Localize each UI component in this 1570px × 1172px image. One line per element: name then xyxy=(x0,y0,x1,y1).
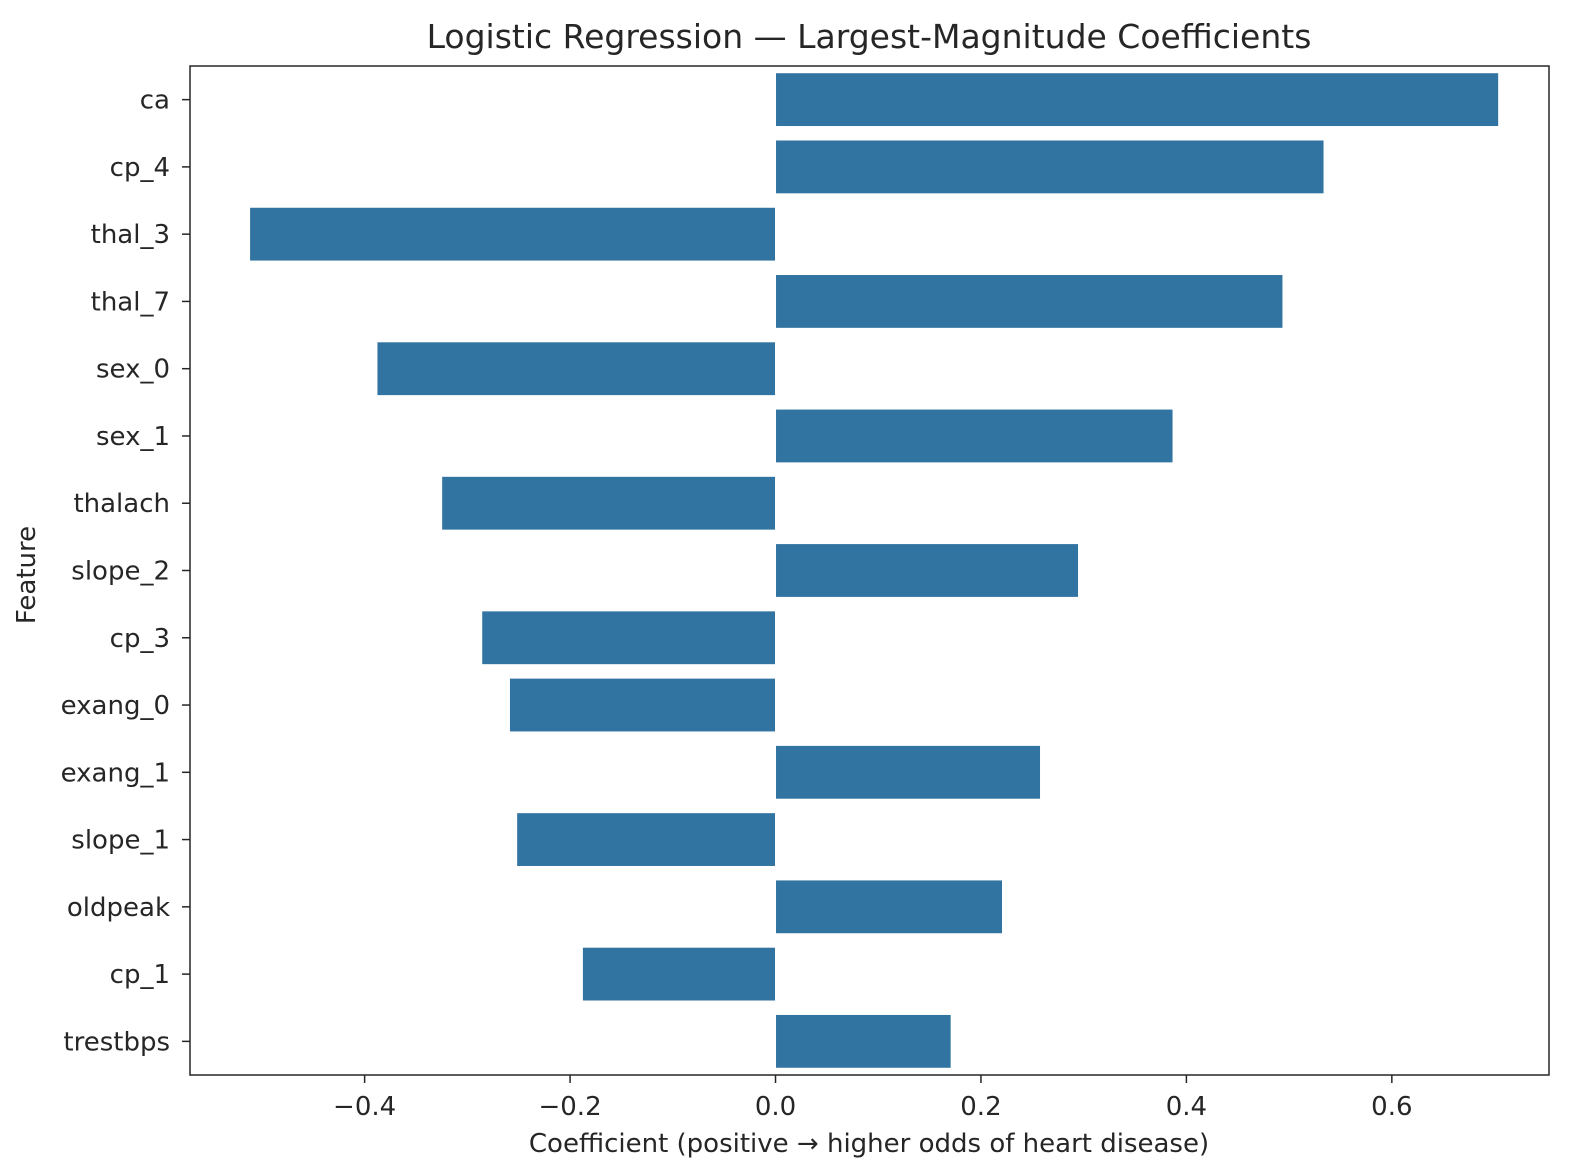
bar-thalach xyxy=(441,475,777,531)
bar-thal-3 xyxy=(249,206,777,262)
y-tick-label: thal_3 xyxy=(91,220,170,250)
x-tick-label: 0.6 xyxy=(1371,1092,1412,1122)
x-axis-ticks: −0.4 −0.2 0.0 0.2 0.4 0.6 xyxy=(333,1075,1413,1122)
y-tick-label: trestbps xyxy=(63,1027,170,1057)
bar-sex-1 xyxy=(775,408,1174,464)
y-tick-label: sex_0 xyxy=(96,355,170,385)
bar-cp-1 xyxy=(581,946,777,1002)
bar-trestbps xyxy=(775,1013,952,1069)
x-axis-label: Coefficient (positive → higher odds of h… xyxy=(529,1129,1209,1159)
y-tick-label: sex_1 xyxy=(96,422,170,452)
x-tick-label: −0.2 xyxy=(538,1092,601,1122)
x-tick-label: 0.0 xyxy=(755,1092,796,1122)
bar-exang-1 xyxy=(775,744,1042,800)
y-axis-label: Feature xyxy=(12,526,42,624)
bar-thal-7 xyxy=(775,274,1284,329)
y-tick-label: slope_2 xyxy=(71,557,170,587)
y-tick-label: thalach xyxy=(73,489,170,519)
y-tick-label: exang_1 xyxy=(61,758,170,788)
bar-ca xyxy=(775,72,1500,128)
y-tick-label: cp_1 xyxy=(110,960,170,990)
y-tick-label: cp_3 xyxy=(110,624,170,654)
y-tick-label: oldpeak xyxy=(67,893,170,923)
bar-oldpeak xyxy=(775,879,1004,935)
bar-sex-0 xyxy=(376,341,777,397)
bar-slope-1 xyxy=(516,812,777,867)
y-tick-label: ca xyxy=(140,86,170,116)
y-tick-label: slope_1 xyxy=(71,826,170,856)
bar-slope-2 xyxy=(775,543,1080,598)
bars-layer xyxy=(249,72,1500,1069)
x-tick-label: 0.2 xyxy=(960,1092,1001,1122)
x-tick-label: −0.4 xyxy=(333,1092,396,1122)
y-tick-label: cp_4 xyxy=(110,153,170,183)
chart-title: Logistic Regression — Largest-Magnitude … xyxy=(427,17,1312,56)
x-tick-label: 0.4 xyxy=(1166,1092,1207,1122)
y-tick-label: exang_0 xyxy=(61,691,170,721)
plot-frame xyxy=(189,65,1550,1076)
bar-cp-3 xyxy=(481,610,777,666)
bar-cp-4 xyxy=(775,139,1325,195)
y-tick-label: thal_7 xyxy=(91,287,170,317)
bar-exang-0 xyxy=(508,677,777,733)
